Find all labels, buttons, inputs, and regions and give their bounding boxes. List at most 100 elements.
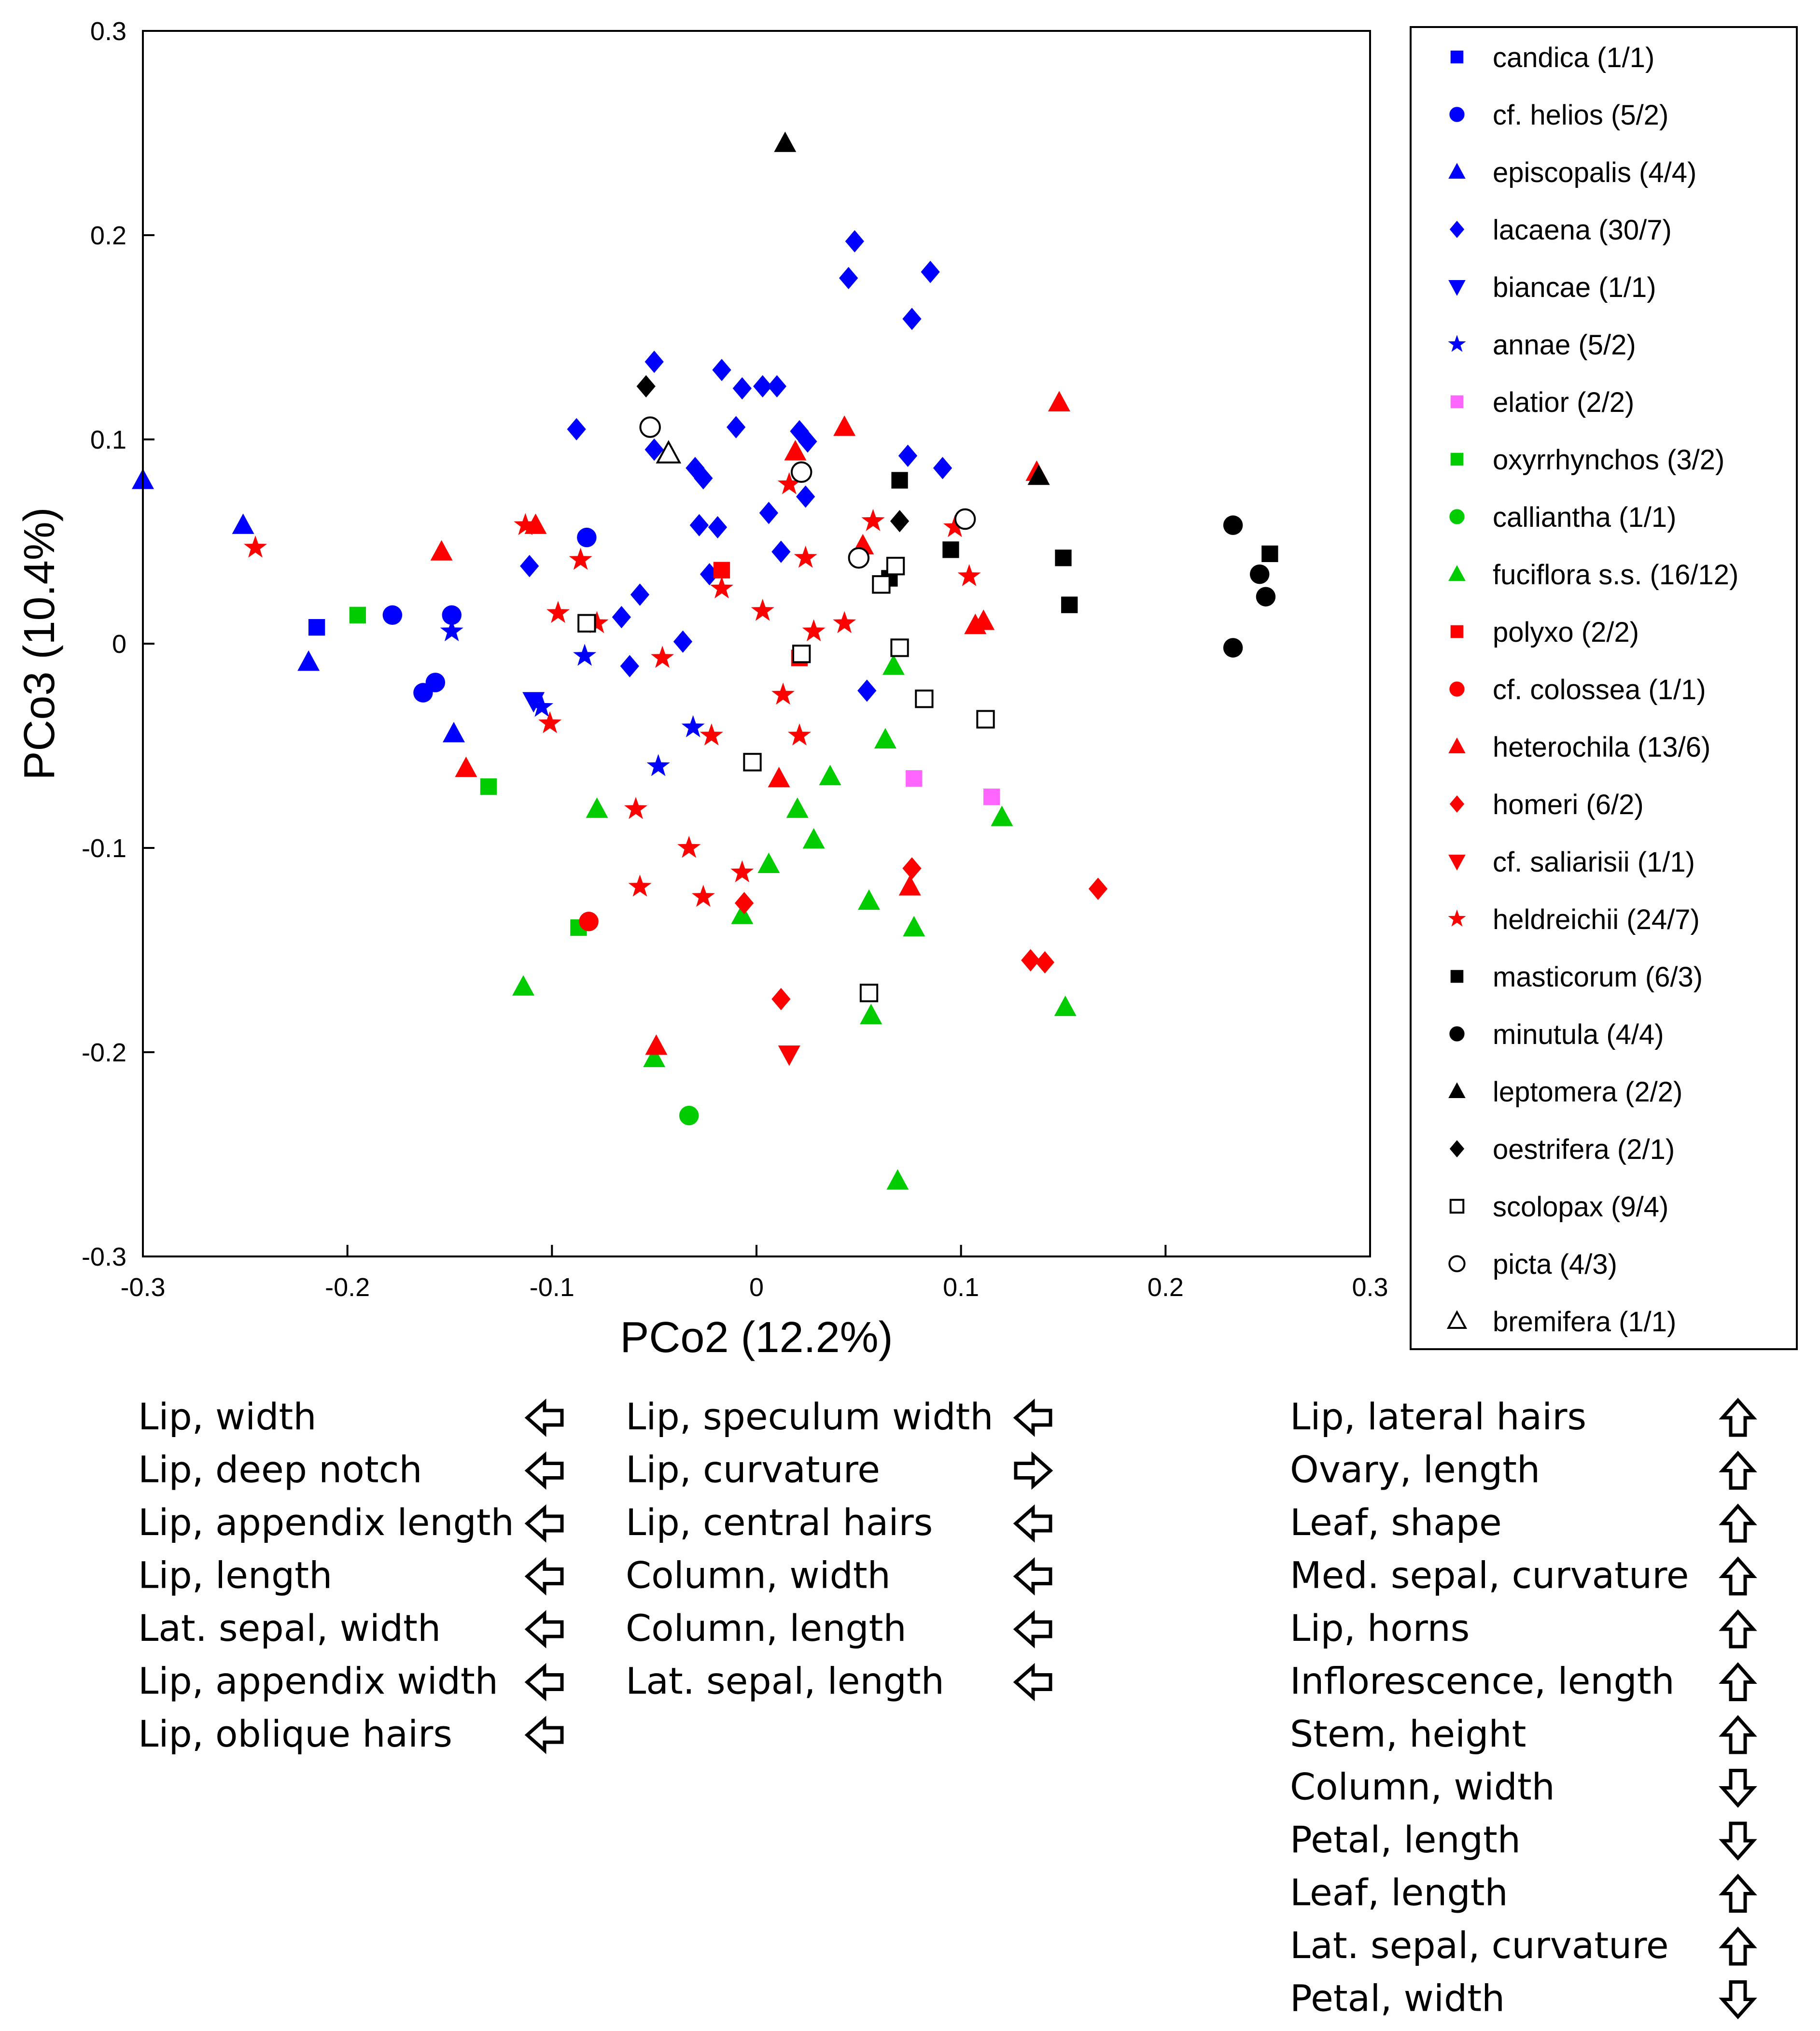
character-label: Lip, oblique hairs: [138, 1712, 452, 1755]
data-point: [1027, 464, 1050, 485]
arrow-left-icon: [524, 1663, 564, 1702]
data-point: [906, 770, 923, 787]
arrow-left-icon: [524, 1610, 564, 1649]
data-point: [778, 1045, 800, 1066]
arrow-left-icon: [1013, 1398, 1052, 1437]
legend-label: heldreichii (24/7): [1493, 904, 1700, 935]
legend-marker: [1449, 681, 1465, 697]
series-19: [636, 375, 910, 533]
y-tick-label: 0: [112, 630, 126, 659]
data-point: [859, 984, 879, 1002]
data-point: [700, 723, 723, 746]
data-point: [872, 575, 891, 594]
data-point: [921, 261, 940, 283]
arrow-down-icon: [1719, 1769, 1757, 1808]
data-point: [1061, 596, 1078, 613]
data-point: [577, 614, 596, 633]
legend-label: annae (5/2): [1493, 329, 1636, 361]
legend-marker: [1448, 163, 1466, 179]
data-point: [882, 654, 905, 675]
character-label: Lip, central hairs: [626, 1501, 933, 1544]
character-label: Lip, appendix width: [138, 1660, 498, 1703]
legend-label: masticorum (6/3): [1493, 961, 1703, 993]
series-5: [440, 619, 705, 776]
data-point: [1256, 587, 1276, 606]
arrow-left-icon: [1013, 1504, 1052, 1543]
data-point: [954, 508, 976, 530]
legend-marker: [1448, 909, 1466, 927]
data-point: [771, 540, 791, 563]
data-point: [1249, 564, 1270, 584]
legend-label: elatior (2/2): [1493, 387, 1634, 418]
data-point: [767, 375, 787, 398]
data-point: [730, 860, 754, 883]
data-point: [890, 510, 910, 533]
data-point: [1055, 550, 1072, 566]
plot-area: [132, 131, 1278, 1190]
data-point: [861, 508, 885, 531]
arrow-down-icon: [1719, 1980, 1757, 2019]
data-point: [440, 619, 463, 642]
data-point: [983, 789, 1000, 805]
legend-label: heterochila (13/6): [1493, 732, 1710, 763]
data-point: [1054, 995, 1077, 1016]
series-21: [639, 416, 976, 569]
series-17: [1223, 515, 1276, 658]
data-point: [679, 1105, 699, 1126]
data-point: [726, 416, 746, 438]
character-label: Column, length: [626, 1607, 907, 1650]
data-point: [787, 723, 811, 746]
legend-label: oxyrrhynchos (3/2): [1493, 444, 1724, 476]
data-point: [734, 892, 754, 915]
legend-marker: [1449, 795, 1465, 813]
data-point: [480, 778, 497, 795]
data-point: [942, 541, 959, 558]
arrow-left-icon: [524, 1398, 564, 1437]
data-point: [1223, 638, 1243, 658]
x-tick-label: 0: [749, 1273, 764, 1302]
legend-label: minutula (4/4): [1493, 1019, 1664, 1050]
data-point: [1021, 949, 1040, 972]
legend-label: cf. colossea (1/1): [1493, 674, 1706, 705]
data-point: [413, 683, 433, 703]
data-point: [1223, 515, 1243, 535]
data-point: [768, 766, 790, 788]
data-point: [639, 416, 661, 438]
data-point: [915, 690, 934, 708]
data-point: [244, 535, 267, 558]
data-point: [786, 797, 809, 818]
data-point: [898, 444, 918, 467]
data-point: [794, 546, 817, 568]
y-tick-label: -0.3: [82, 1242, 126, 1271]
x-tick-label: -0.3: [120, 1273, 165, 1302]
legend-marker: [1448, 854, 1466, 871]
data-point: [673, 630, 693, 653]
data-point: [567, 418, 586, 440]
data-point: [771, 682, 795, 705]
series-9: [512, 654, 1077, 1190]
data-point: [757, 852, 780, 873]
data-point: [624, 797, 648, 819]
series-4: [522, 692, 545, 713]
data-point: [644, 351, 664, 373]
data-point: [713, 562, 730, 578]
legend-label: polyxo (2/2): [1493, 617, 1639, 648]
character-loadings: Lip, width Lip, deep notch Lip, appendix l…: [138, 1395, 1757, 2020]
data-point: [833, 611, 856, 634]
data-point: [886, 557, 905, 576]
data-point: [694, 467, 713, 490]
data-point: [686, 457, 705, 480]
data-point: [382, 605, 403, 625]
data-point: [681, 715, 705, 737]
legend-label: biancae (1/1): [1493, 272, 1656, 303]
legend-marker: [1448, 1255, 1466, 1272]
arrow-left-icon: [524, 1451, 564, 1490]
series-11: [579, 912, 599, 931]
data-point: [874, 728, 896, 748]
data-point: [455, 756, 477, 777]
data-point: [573, 644, 597, 666]
data-point: [848, 547, 870, 569]
legend-label: picta (4/3): [1493, 1249, 1617, 1280]
data-point: [759, 502, 779, 524]
y-tick-label: 0.2: [90, 221, 126, 250]
